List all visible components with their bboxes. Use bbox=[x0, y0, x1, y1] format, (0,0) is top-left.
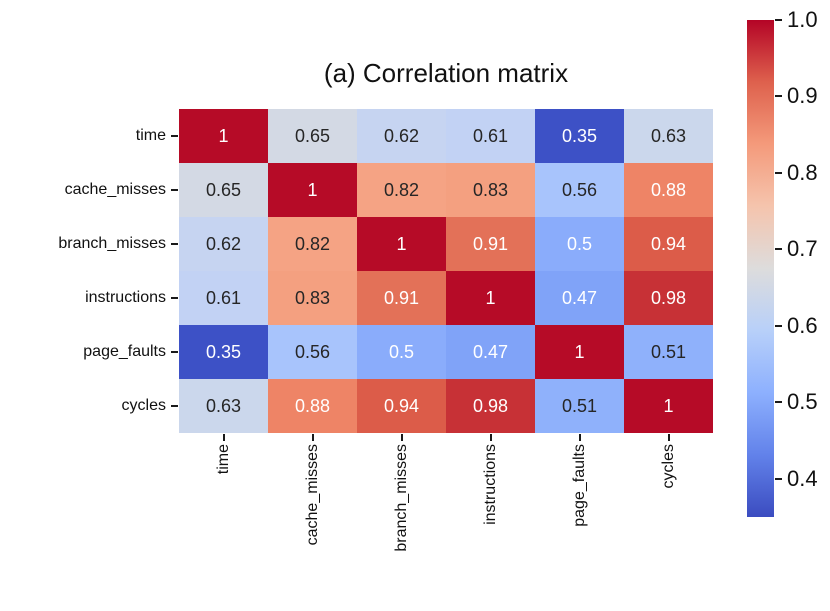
colorbar-tick-mark bbox=[775, 95, 782, 98]
colorbar-tick-mark bbox=[775, 477, 782, 480]
x-axis-label: cache_misses bbox=[303, 444, 321, 546]
heatmap-cell: 1 bbox=[179, 109, 268, 163]
heatmap-cell: 0.83 bbox=[268, 271, 357, 325]
heatmap-cell: 1 bbox=[446, 271, 535, 325]
heatmap-cell: 0.5 bbox=[357, 325, 446, 379]
colorbar-tick-label: 0.8 bbox=[787, 159, 818, 185]
heatmap-cell: 0.91 bbox=[357, 271, 446, 325]
y-axis-label: time bbox=[135, 127, 166, 144]
heatmap-cell: 0.62 bbox=[357, 109, 446, 163]
x-tick-mark bbox=[489, 434, 492, 441]
x-axis-label: time bbox=[214, 444, 232, 475]
heatmap-cell: 1 bbox=[268, 163, 357, 217]
x-axis-label: cycles bbox=[659, 444, 677, 489]
x-axis-label: branch_misses bbox=[392, 444, 410, 552]
colorbar-tick-label: 0.5 bbox=[787, 389, 818, 415]
colorbar-tick-mark bbox=[775, 248, 782, 251]
heatmap-cell: 1 bbox=[535, 325, 624, 379]
y-tick-mark bbox=[171, 405, 178, 407]
heatmap-cell: 0.56 bbox=[535, 163, 624, 217]
heatmap-cell: 0.47 bbox=[535, 271, 624, 325]
heatmap-cell: 0.47 bbox=[446, 325, 535, 379]
y-tick-mark bbox=[171, 135, 178, 137]
y-tick-mark bbox=[171, 351, 178, 353]
y-axis-label: instructions bbox=[85, 289, 166, 306]
colorbar-tick-mark bbox=[775, 324, 782, 327]
heatmap-cell: 0.35 bbox=[535, 109, 624, 163]
colorbar-tick-label: 0.9 bbox=[787, 83, 818, 109]
x-tick-mark bbox=[222, 434, 225, 441]
colorbar-tick-mark bbox=[775, 19, 782, 21]
heatmap-cell: 1 bbox=[357, 217, 446, 271]
x-axis-label: instructions bbox=[481, 444, 499, 525]
heatmap-cell: 0.61 bbox=[446, 109, 535, 163]
x-tick-mark bbox=[400, 434, 403, 441]
heatmap-cell: 0.51 bbox=[624, 325, 713, 379]
heatmap-cell: 0.94 bbox=[357, 379, 446, 433]
colorbar-tick-label: 1.0 bbox=[787, 7, 818, 32]
heatmap-cell: 0.35 bbox=[179, 325, 268, 379]
heatmap-cell: 0.88 bbox=[268, 379, 357, 433]
heatmap-cell: 0.65 bbox=[268, 109, 357, 163]
chart-title: (a) Correlation matrix bbox=[323, 58, 569, 88]
y-axis-label: cycles bbox=[121, 397, 166, 414]
x-tick-mark bbox=[667, 434, 670, 441]
x-axis-label: page_faults bbox=[570, 444, 588, 527]
y-axis-label: branch_misses bbox=[58, 235, 166, 252]
heatmap-cell: 0.98 bbox=[446, 379, 535, 433]
heatmap-cell: 0.82 bbox=[268, 217, 357, 271]
colorbar-tick-label: 0.7 bbox=[787, 236, 818, 262]
heatmap-cell: 0.83 bbox=[446, 163, 535, 217]
y-tick-mark bbox=[171, 189, 178, 191]
heatmap-cell: 0.94 bbox=[624, 217, 713, 271]
y-tick-mark bbox=[171, 297, 178, 299]
heatmap-cell: 0.61 bbox=[179, 271, 268, 325]
colorbar-tick-mark bbox=[775, 171, 782, 174]
colorbar-tick-label: 0.6 bbox=[787, 312, 818, 338]
y-tick-mark bbox=[171, 243, 178, 245]
colorbar-tick-label: 0.4 bbox=[787, 465, 818, 491]
x-tick-mark bbox=[578, 434, 581, 441]
y-axis-label: cache_misses bbox=[64, 181, 166, 198]
heatmap-cell: 0.82 bbox=[357, 163, 446, 217]
heatmap-grid: 1 0.65 0.62 0.61 0.35 0.63 0.65 1 0.82 0.83 0.56 0.… bbox=[179, 109, 713, 433]
heatmap-cell: 0.91 bbox=[446, 217, 535, 271]
heatmap-cell: 0.65 bbox=[179, 163, 268, 217]
x-tick-mark bbox=[311, 434, 314, 441]
colorbar-tick-mark bbox=[775, 401, 782, 404]
heatmap-cell: 0.63 bbox=[624, 109, 713, 163]
heatmap-cell: 0.88 bbox=[624, 163, 713, 217]
heatmap-cell: 0.62 bbox=[179, 217, 268, 271]
heatmap-cell: 0.5 bbox=[535, 217, 624, 271]
colorbar bbox=[747, 20, 774, 517]
heatmap-cell: 1 bbox=[624, 379, 713, 433]
heatmap-cell: 0.63 bbox=[179, 379, 268, 433]
heatmap-cell: 0.98 bbox=[624, 271, 713, 325]
heatmap-cell: 0.51 bbox=[535, 379, 624, 433]
y-axis-label: page_faults bbox=[83, 343, 166, 360]
heatmap-cell: 0.56 bbox=[268, 325, 357, 379]
